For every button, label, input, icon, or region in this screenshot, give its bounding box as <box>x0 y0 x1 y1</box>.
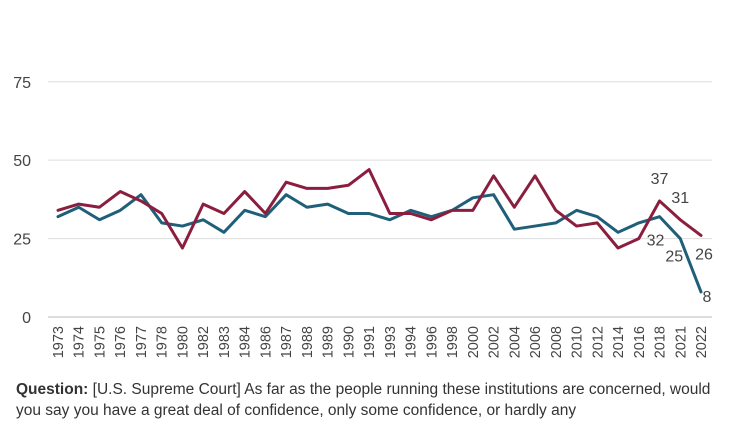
question-label: Question: <box>16 381 89 398</box>
x-tick-label: 1973 <box>51 326 67 358</box>
x-tick-label: 1982 <box>196 326 212 358</box>
y-tick-label: 50 <box>13 153 31 170</box>
x-tick-label: 1986 <box>258 326 274 358</box>
x-tick-label: 1991 <box>362 326 378 358</box>
x-tick-label: 2008 <box>549 326 565 358</box>
x-tick-label: 1990 <box>341 326 357 358</box>
x-tick-label: 2016 <box>632 326 648 358</box>
x-tick-label: 1977 <box>134 326 150 358</box>
data-label: 32 <box>647 233 665 250</box>
x-tick-label: 2010 <box>570 326 586 358</box>
grid-lines <box>48 81 712 318</box>
x-tick-label: 1975 <box>92 326 108 358</box>
x-tick-label: 1983 <box>217 326 233 358</box>
y-tick-label: 75 <box>13 75 31 92</box>
x-tick-label: 1993 <box>383 326 399 358</box>
x-tick-label: 1998 <box>445 326 461 358</box>
x-tick-label: 1989 <box>321 326 337 358</box>
x-tick-label: 1994 <box>404 326 420 358</box>
y-tick-label: 25 <box>13 232 31 249</box>
x-tick-label: 1980 <box>175 326 191 358</box>
x-tick-label: 1974 <box>72 326 88 358</box>
x-tick-label: 1984 <box>238 326 254 358</box>
line-chart: 0 25 50 75 1973 1974 1975 1976 1977 1978 1980 1982… <box>13 75 713 358</box>
x-tick-label: 2018 <box>653 326 669 358</box>
x-tick-label: 2014 <box>611 326 627 358</box>
data-label: 31 <box>671 190 689 207</box>
question-text: [U.S. Supreme Court] As far as the peopl… <box>16 381 711 419</box>
x-tick-label: 2021 <box>673 326 689 358</box>
x-axis-ticks: 1973 1974 1975 1976 1977 1978 1980 1982 1983 1984… <box>51 326 710 358</box>
series-line-1 <box>56 193 703 294</box>
series-lines <box>56 168 703 294</box>
x-tick-label: 1978 <box>155 326 171 358</box>
x-tick-label: 1988 <box>300 326 316 358</box>
x-tick-label: 2012 <box>590 326 606 358</box>
y-axis-ticks: 0 25 50 75 <box>13 75 31 327</box>
x-tick-label: 2002 <box>487 326 503 358</box>
x-tick-label: 2006 <box>528 326 544 358</box>
x-tick-label: 1996 <box>424 326 440 358</box>
x-tick-label: 2000 <box>466 326 482 358</box>
data-label: 37 <box>651 171 669 188</box>
data-label: 25 <box>665 249 683 266</box>
series-line-2 <box>56 168 703 250</box>
y-tick-label: 0 <box>22 310 31 327</box>
x-tick-label: 1976 <box>113 326 129 358</box>
question-note: Question: [U.S. Supreme Court] As far as… <box>16 379 736 421</box>
x-tick-label: 1987 <box>279 326 295 358</box>
x-tick-label: 2004 <box>507 326 523 358</box>
data-label: 26 <box>695 246 713 263</box>
x-tick-label: 2022 <box>694 326 710 358</box>
data-label: 8 <box>703 289 712 306</box>
